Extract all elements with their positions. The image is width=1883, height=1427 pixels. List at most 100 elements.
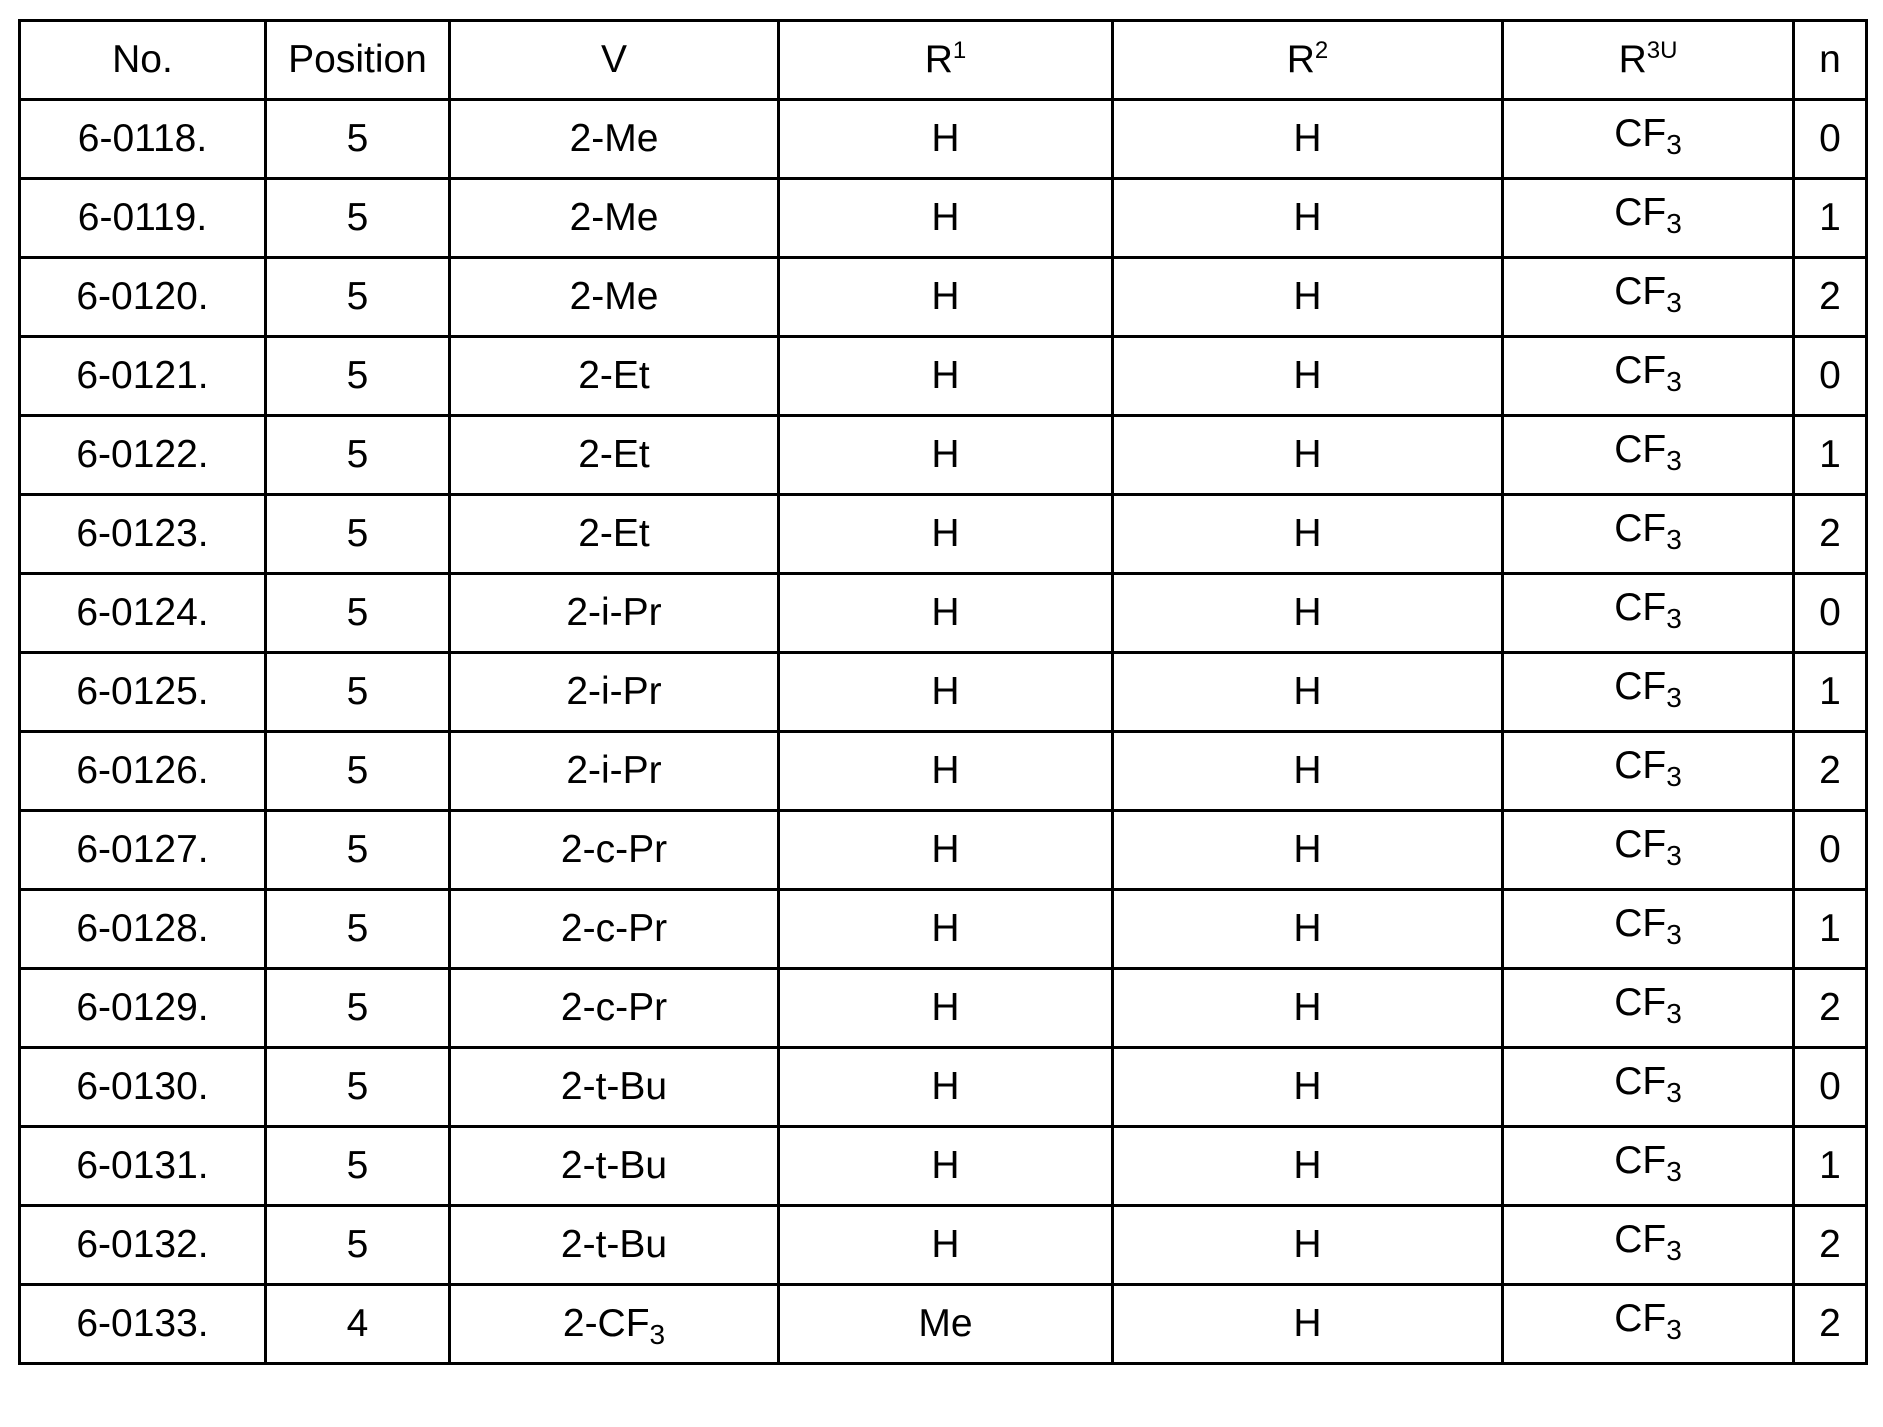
cell-position: 4	[266, 1285, 450, 1364]
cell-r1: H	[779, 337, 1113, 416]
cell-r2: H	[1113, 1048, 1503, 1127]
cell-r1: H	[779, 811, 1113, 890]
cell-r2: H	[1113, 258, 1503, 337]
cell-no: 6-0121.	[20, 337, 266, 416]
cell-r3u: CF3	[1503, 174, 1794, 253]
cell-r1: H	[779, 1048, 1113, 1127]
cell-position: 5	[266, 653, 450, 732]
cell-no: 6-0124.	[20, 574, 266, 653]
cell-r2: H	[1113, 337, 1503, 416]
cell-no: 6-0128.	[20, 890, 266, 969]
cell-n: 1	[1794, 1127, 1867, 1206]
table-row: 6-0121.52-EtHHCF30	[20, 337, 1867, 416]
table-row: 6-0122.52-EtHHCF31	[20, 416, 1867, 495]
cell-v: 2-i-Pr	[450, 732, 779, 811]
cell-v: 2-t-Bu	[450, 1127, 779, 1206]
cell-v: 2-c-Pr	[450, 890, 779, 969]
cell-n: 0	[1794, 337, 1867, 416]
cell-position: 5	[266, 100, 450, 179]
cell-position: 5	[266, 811, 450, 890]
header-label: R	[925, 38, 953, 81]
cell-no: 6-0122.	[20, 416, 266, 495]
cell-r3u: CF3	[1503, 569, 1794, 648]
cell-n: 1	[1794, 653, 1867, 732]
cell-position: 5	[266, 1127, 450, 1206]
cell-r1: H	[779, 653, 1113, 732]
column-header: n	[1794, 21, 1867, 100]
cell-v: 2-CF3	[450, 1285, 779, 1364]
cell-position: 5	[266, 495, 450, 574]
cell-position: 5	[266, 969, 450, 1048]
cell-position: 5	[266, 732, 450, 811]
cell-n: 2	[1794, 1206, 1867, 1285]
cell-position: 5	[266, 1206, 450, 1285]
cell-position: 5	[266, 890, 450, 969]
cell-n: 1	[1794, 890, 1867, 969]
cell-v: 2-t-Bu	[450, 1206, 779, 1285]
cell-r1: H	[779, 1206, 1113, 1285]
cell-position: 5	[266, 416, 450, 495]
cell-v: 2-c-Pr	[450, 969, 779, 1048]
cell-r3u: CF3	[1503, 490, 1794, 569]
table-row: 6-0126.52-i-PrHHCF32	[20, 732, 1867, 811]
cell-r3u: CF3	[1503, 727, 1794, 806]
header-superscript: 2	[1315, 37, 1328, 64]
cell-v: 2-Et	[450, 495, 779, 574]
cell-n: 0	[1794, 100, 1867, 179]
column-header: R2	[1113, 21, 1503, 100]
cell-no: 6-0130.	[20, 1048, 266, 1127]
cell-r2: H	[1113, 1285, 1503, 1364]
compound-table: No.PositionVR1R2R3Un 6-0118.52-MeHHCF306…	[18, 19, 1868, 1365]
cell-n: 2	[1794, 969, 1867, 1048]
cell-r2: H	[1113, 890, 1503, 969]
cell-r3u: CF3	[1503, 1122, 1794, 1201]
cell-n: 2	[1794, 732, 1867, 811]
table-row: 6-0118.52-MeHHCF30	[20, 100, 1867, 179]
cell-no: 6-0118.	[20, 100, 266, 179]
cell-v: 2-t-Bu	[450, 1048, 779, 1127]
cell-r1: Me	[779, 1285, 1113, 1364]
cell-v: 2-Et	[450, 337, 779, 416]
cell-v: 2-i-Pr	[450, 653, 779, 732]
cell-position: 5	[266, 1048, 450, 1127]
cell-r2: H	[1113, 811, 1503, 890]
cell-r1: H	[779, 258, 1113, 337]
cell-r3u: CF3	[1503, 885, 1794, 964]
cell-r2: H	[1113, 179, 1503, 258]
cell-r1: H	[779, 969, 1113, 1048]
cell-r3u: CF3	[1503, 964, 1794, 1043]
cell-r1: H	[779, 890, 1113, 969]
cell-r2: H	[1113, 732, 1503, 811]
cell-n: 1	[1794, 179, 1867, 258]
cell-r1: H	[779, 495, 1113, 574]
cell-no: 6-0129.	[20, 969, 266, 1048]
cell-r2: H	[1113, 100, 1503, 179]
table-row: 6-0129.52-c-PrHHCF32	[20, 969, 1867, 1048]
cell-no: 6-0125.	[20, 653, 266, 732]
cell-n: 1	[1794, 416, 1867, 495]
cell-no: 6-0126.	[20, 732, 266, 811]
cell-n: 2	[1794, 495, 1867, 574]
cell-no: 6-0132.	[20, 1206, 266, 1285]
cell-r2: H	[1113, 653, 1503, 732]
cell-v: 2-Me	[450, 258, 779, 337]
cell-no: 6-0127.	[20, 811, 266, 890]
cell-r3u: CF3	[1503, 1280, 1794, 1359]
cell-r3u: CF3	[1503, 332, 1794, 411]
cell-v: 2-c-Pr	[450, 811, 779, 890]
header-label: n	[1819, 38, 1841, 81]
header-label: V	[601, 38, 627, 81]
cell-r3u: CF3	[1503, 411, 1794, 490]
column-header: Position	[266, 21, 450, 100]
column-header: No.	[20, 21, 266, 100]
cell-n: 2	[1794, 1285, 1867, 1364]
table-row: 6-0127.52-c-PrHHCF30	[20, 811, 1867, 890]
cell-r1: H	[779, 574, 1113, 653]
cell-position: 5	[266, 258, 450, 337]
cell-position: 5	[266, 574, 450, 653]
cell-r1: H	[779, 732, 1113, 811]
header-label: No.	[112, 38, 173, 81]
column-header: R3U	[1503, 21, 1794, 100]
header-superscript: 3U	[1647, 37, 1678, 64]
cell-r1: H	[779, 1127, 1113, 1206]
